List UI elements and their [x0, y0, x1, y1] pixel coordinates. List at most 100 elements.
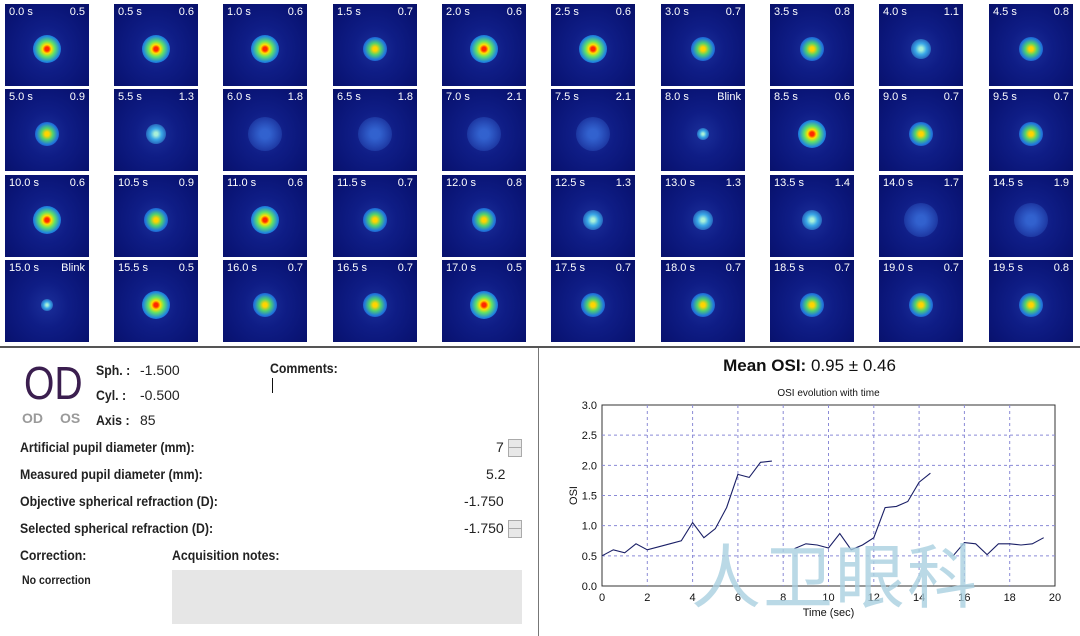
thumbnail[interactable]: 15.0 s Blink	[5, 260, 89, 342]
y-tick-label: 0.5	[582, 551, 597, 563]
thumbnail[interactable]: 17.5 s 0.7	[551, 260, 635, 342]
thumbnail[interactable]: 6.0 s 1.8	[223, 89, 307, 171]
comments-label: Comments:	[270, 360, 338, 376]
thumbnail[interactable]: 14.0 s 1.7	[879, 175, 963, 257]
mean-osi: Mean OSI: 0.95 ± 0.46	[539, 356, 1080, 376]
psf-spot	[904, 203, 938, 237]
thumbnail[interactable]: 8.0 s Blink	[661, 89, 745, 171]
thumbnail[interactable]: 11.5 s 0.7	[333, 175, 417, 257]
thumbnail[interactable]: 1.0 s 0.6	[223, 4, 307, 86]
correction-value: No correction	[22, 573, 91, 587]
thumbnail[interactable]: 18.0 s 0.7	[661, 260, 745, 342]
thumbnail-osi: 1.8	[287, 91, 303, 103]
thumbnail-time: 18.5 s	[774, 262, 804, 274]
thumbnail[interactable]: 18.5 s 0.7	[770, 260, 854, 342]
y-tick-label: 2.0	[582, 460, 597, 472]
acquisition-notes-input[interactable]	[172, 570, 522, 624]
osi-series-line	[601, 460, 772, 557]
thumbnail[interactable]: 5.0 s 0.9	[5, 89, 89, 171]
correction-label: Correction:	[20, 547, 87, 563]
thumbnail[interactable]: 19.5 s 0.8	[989, 260, 1073, 342]
thumbnail-osi: 0.9	[178, 177, 194, 189]
artificial-pupil-stepper[interactable]	[508, 439, 522, 457]
thumbnail[interactable]: 13.5 s 1.4	[770, 175, 854, 257]
psf-spot	[251, 35, 279, 63]
thumbnail[interactable]: 9.0 s 0.7	[879, 89, 963, 171]
psf-spot	[358, 117, 392, 151]
thumbnail[interactable]: 13.0 s 1.3	[661, 175, 745, 257]
thumbnail[interactable]: 14.5 s 1.9	[989, 175, 1073, 257]
thumbnail-time: 9.0 s	[883, 91, 907, 103]
thumbnail-time: 1.5 s	[337, 6, 361, 18]
thumbnail-osi: Blink	[717, 91, 741, 103]
measured-pupil-label: Measured pupil diameter (mm):	[20, 466, 203, 482]
thumbnail-time: 8.5 s	[774, 91, 798, 103]
thumbnail-time: 8.0 s	[665, 91, 689, 103]
eye-option-os[interactable]: OS	[60, 410, 81, 426]
psf-spot	[909, 122, 933, 146]
thumbnail[interactable]: 10.0 s 0.6	[5, 175, 89, 257]
thumbnail[interactable]: 9.5 s 0.7	[989, 89, 1073, 171]
thumbnail[interactable]: 12.0 s 0.8	[442, 175, 526, 257]
thumbnail-time: 12.5 s	[555, 177, 585, 189]
thumbnail[interactable]: 4.5 s 0.8	[989, 4, 1073, 86]
artificial-pupil-value[interactable]: 7	[496, 439, 504, 455]
thumbnail[interactable]: 8.5 s 0.6	[770, 89, 854, 171]
thumbnail[interactable]: 6.5 s 1.8	[333, 89, 417, 171]
thumbnail[interactable]: 0.0 s 0.5	[5, 4, 89, 86]
thumbnail[interactable]: 0.5 s 0.6	[114, 4, 198, 86]
sph-value: -1.500	[140, 362, 180, 378]
psf-spot	[1019, 122, 1043, 146]
x-tick-label: 4	[690, 592, 696, 604]
thumbnail-grid: 0.0 s 0.5 0.5 s 0.6 1.0 s 0.6 1.5 s 0.7 2.0 s 0.6…	[5, 4, 1073, 342]
thumbnail[interactable]: 1.5 s 0.7	[333, 4, 417, 86]
thumbnail-osi: 1.9	[1053, 177, 1069, 189]
thumbnail-osi: 0.8	[1053, 262, 1069, 274]
psf-spot	[581, 293, 605, 317]
thumbnail[interactable]: 16.5 s 0.7	[333, 260, 417, 342]
x-tick-label: 6	[735, 592, 741, 604]
psf-spot	[911, 39, 931, 59]
selected-sph-stepper[interactable]	[508, 520, 522, 538]
eye-option-od[interactable]: OD	[22, 410, 43, 426]
y-tick-label: 1.5	[582, 491, 597, 503]
psf-spot	[248, 117, 282, 151]
thumbnail[interactable]: 12.5 s 1.3	[551, 175, 635, 257]
thumbnail[interactable]: 5.5 s 1.3	[114, 89, 198, 171]
thumbnail[interactable]: 10.5 s 0.9	[114, 175, 198, 257]
thumbnail-time: 3.5 s	[774, 6, 798, 18]
psf-spot	[583, 210, 603, 230]
thumbnail-osi: 1.8	[397, 91, 413, 103]
thumbnail[interactable]: 7.0 s 2.1	[442, 89, 526, 171]
psf-spot	[1014, 203, 1048, 237]
thumbnail[interactable]: 3.0 s 0.7	[661, 4, 745, 86]
psf-spot	[41, 299, 53, 311]
cyl-value: -0.500	[140, 387, 180, 403]
vertical-divider	[538, 348, 539, 636]
x-tick-label: 20	[1049, 592, 1061, 604]
thumbnail[interactable]: 11.0 s 0.6	[223, 175, 307, 257]
comments-input[interactable]	[272, 378, 273, 393]
thumbnail-osi: 0.6	[506, 6, 522, 18]
thumbnail[interactable]: 3.5 s 0.8	[770, 4, 854, 86]
x-tick-label: 12	[868, 592, 880, 604]
thumbnail-time: 6.0 s	[227, 91, 251, 103]
thumbnail-osi: 0.6	[287, 177, 303, 189]
thumbnail-time: 0.5 s	[118, 6, 142, 18]
thumbnail[interactable]: 2.5 s 0.6	[551, 4, 635, 86]
thumbnail[interactable]: 16.0 s 0.7	[223, 260, 307, 342]
selected-sph-value[interactable]: -1.750	[464, 520, 504, 536]
thumbnail-osi: 1.3	[725, 177, 741, 189]
objective-sph-value: -1.750	[464, 493, 504, 509]
thumbnail-time: 6.5 s	[337, 91, 361, 103]
thumbnail[interactable]: 2.0 s 0.6	[442, 4, 526, 86]
psf-spot	[363, 293, 387, 317]
thumbnail-time: 2.5 s	[555, 6, 579, 18]
thumbnail-time: 14.5 s	[993, 177, 1023, 189]
thumbnail[interactable]: 4.0 s 1.1	[879, 4, 963, 86]
thumbnail-osi: 0.7	[943, 262, 959, 274]
thumbnail[interactable]: 17.0 s 0.5	[442, 260, 526, 342]
thumbnail[interactable]: 15.5 s 0.5	[114, 260, 198, 342]
thumbnail[interactable]: 7.5 s 2.1	[551, 89, 635, 171]
thumbnail[interactable]: 19.0 s 0.7	[879, 260, 963, 342]
